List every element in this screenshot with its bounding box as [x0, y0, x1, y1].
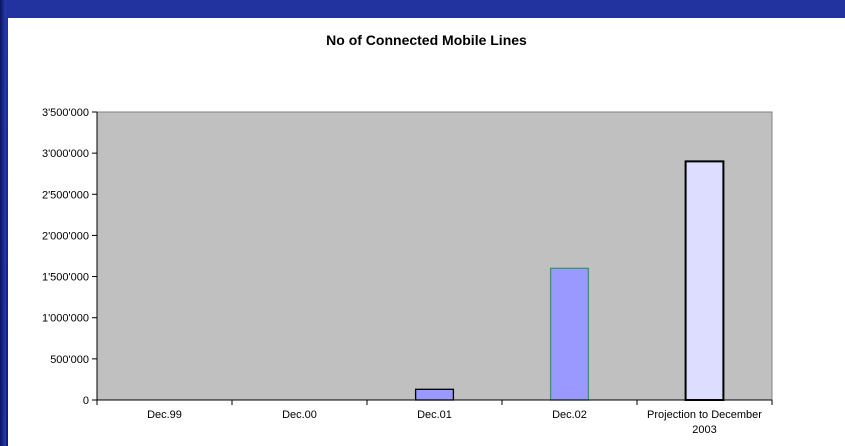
bar: [684, 160, 725, 401]
y-tick-label: 1'000'000: [42, 313, 89, 325]
plot-area: [96, 111, 773, 401]
x-tick-label: Dec.01: [417, 409, 452, 421]
x-tick-label: Dec.00: [282, 409, 317, 421]
chart-title: No of Connected Mobile Lines: [326, 32, 527, 48]
bar: [414, 388, 455, 401]
bar: [549, 267, 590, 401]
x-tick-label: Projection to December 2003: [647, 409, 762, 436]
bar-chart: 0 500'000 1'000'000 1'500'000 2'000'000 2'500…: [42, 107, 773, 436]
y-tick-label: 3'500'000: [42, 107, 89, 119]
x-tick-label: Dec.02: [552, 409, 587, 421]
y-tick-label: 2'000'000: [42, 230, 89, 242]
chart-panel: No of Connected Mobile Lines 0 500'000 1'0…: [8, 18, 845, 446]
y-tick-label: 0: [83, 395, 89, 407]
y-tick-label: 2'500'000: [42, 189, 89, 201]
y-tick-label: 3'000'000: [42, 148, 89, 160]
x-tick-label: Dec.99: [147, 409, 182, 421]
y-tick-label: 500'000: [50, 354, 89, 366]
slide-edge: [0, 0, 6, 446]
y-tick-label: 1'500'000: [42, 272, 89, 284]
